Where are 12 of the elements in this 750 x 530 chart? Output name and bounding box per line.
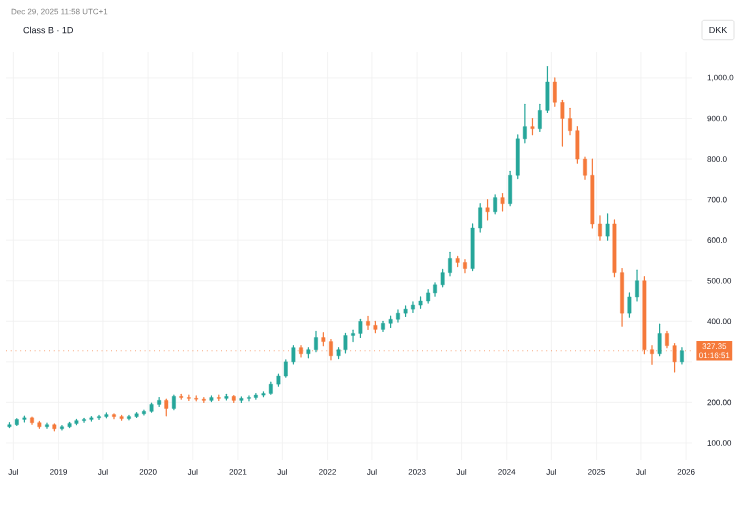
candlestick [493,194,498,215]
candlestick [366,315,370,331]
candlestick [448,251,452,277]
candlestick [82,417,86,423]
candlestick [343,332,348,354]
candlestick [186,394,191,401]
candlestick [351,329,355,343]
candlestick [605,213,610,241]
candlestick [314,330,318,353]
candlestick [657,323,662,357]
candlestick [485,199,490,221]
candlestick [358,318,363,339]
